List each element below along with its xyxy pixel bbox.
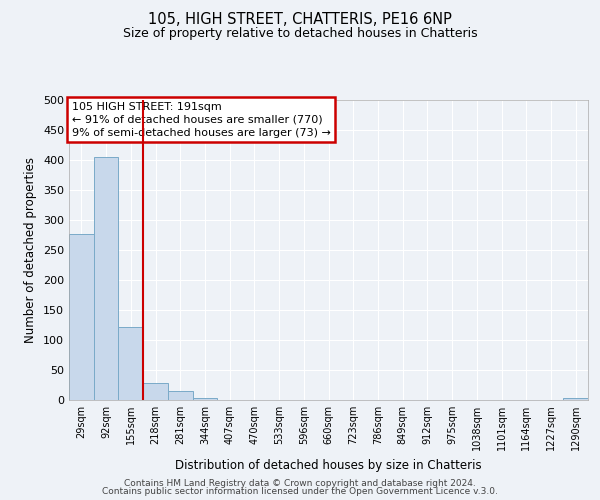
Text: Contains public sector information licensed under the Open Government Licence v.: Contains public sector information licen… — [102, 487, 498, 496]
X-axis label: Distribution of detached houses by size in Chatteris: Distribution of detached houses by size … — [175, 459, 482, 472]
Text: Size of property relative to detached houses in Chatteris: Size of property relative to detached ho… — [122, 28, 478, 40]
Bar — [94, 157, 118, 400]
Bar — [168, 391, 193, 400]
Text: 105, HIGH STREET, CHATTERIS, PE16 6NP: 105, HIGH STREET, CHATTERIS, PE16 6NP — [148, 12, 452, 28]
Bar — [118, 327, 143, 400]
Bar — [143, 383, 168, 400]
Bar — [193, 398, 217, 400]
Text: Contains HM Land Registry data © Crown copyright and database right 2024.: Contains HM Land Registry data © Crown c… — [124, 478, 476, 488]
Text: 105 HIGH STREET: 191sqm
← 91% of detached houses are smaller (770)
9% of semi-de: 105 HIGH STREET: 191sqm ← 91% of detache… — [71, 102, 331, 138]
Bar — [563, 398, 588, 400]
Y-axis label: Number of detached properties: Number of detached properties — [25, 157, 37, 343]
Bar — [69, 234, 94, 400]
